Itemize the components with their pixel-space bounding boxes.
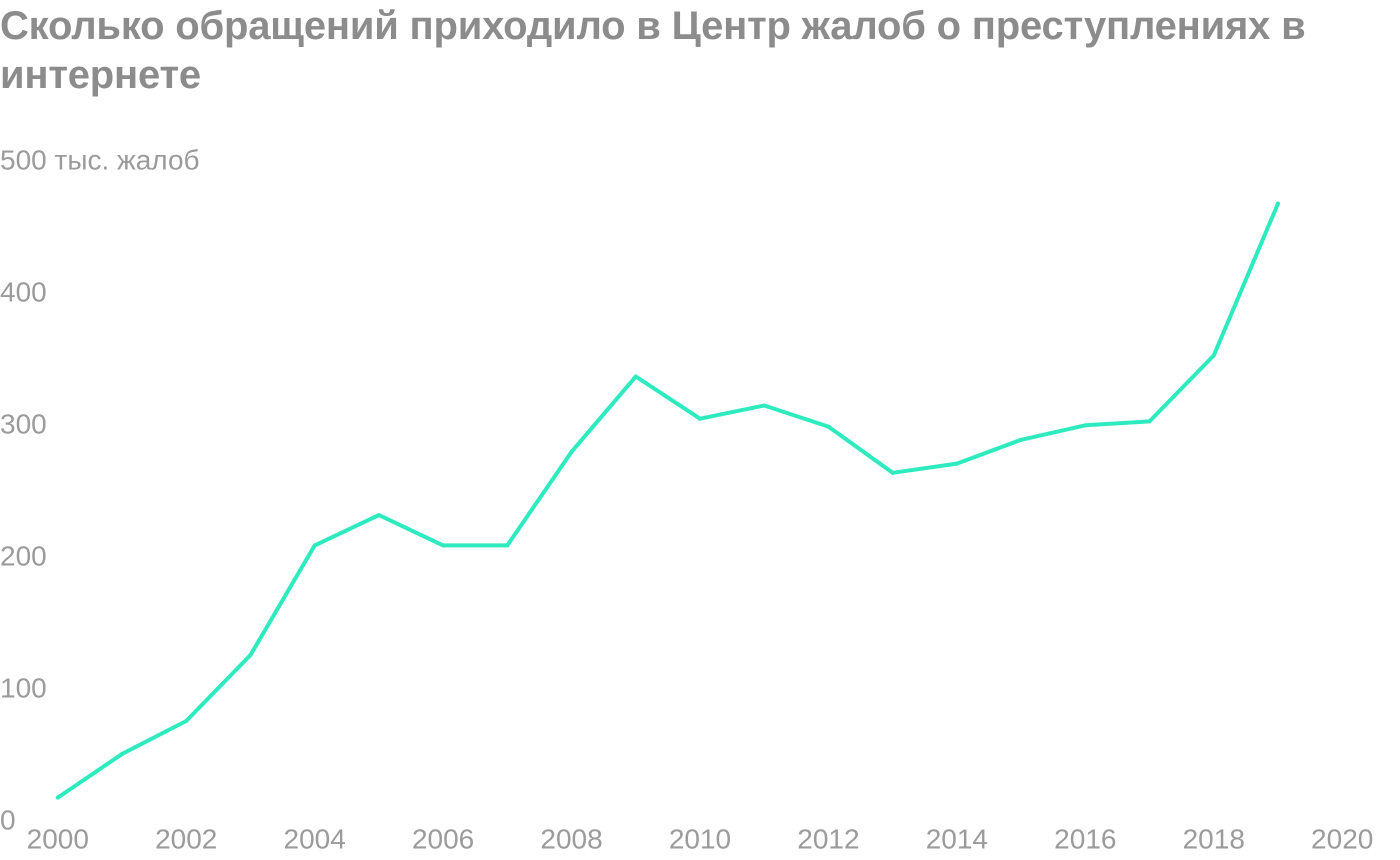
- chart-title: Сколько обращений приходило в Центр жало…: [0, 4, 1306, 97]
- x-tick-label: 2018: [1183, 824, 1245, 855]
- data-point: [376, 513, 381, 518]
- plot-series: [55, 201, 1280, 800]
- data-point: [312, 543, 317, 548]
- data-point: [1275, 201, 1280, 206]
- data-point: [1211, 353, 1216, 358]
- x-tick-label: 2002: [155, 824, 217, 855]
- x-tick-label: 2014: [926, 824, 988, 855]
- x-tick-label: 2016: [1054, 824, 1116, 855]
- data-point: [120, 752, 125, 756]
- x-tick-label: 2012: [797, 824, 859, 855]
- x-tick-label: 2008: [540, 824, 602, 855]
- x-tick-label: 2020: [1311, 824, 1373, 855]
- y-tick-label: 300: [0, 409, 47, 440]
- data-point: [1019, 437, 1024, 442]
- y-axis-labels: 0 100 200 300 400 500 тыс. жалоб: [0, 145, 200, 836]
- x-tick-label: 2000: [27, 824, 89, 855]
- data-point: [954, 461, 959, 466]
- data-point: [762, 403, 767, 408]
- y-tick-label: 100: [0, 673, 47, 704]
- data-point: [1083, 423, 1088, 428]
- x-axis-labels: 2000 2002 2004 2006 2008 2010 2012 2014 2016 2018…: [27, 824, 1374, 855]
- y-tick-label: 500 тыс. жалоб: [0, 145, 200, 176]
- y-tick-label: 0: [0, 805, 16, 836]
- data-point: [184, 719, 189, 723]
- series-line: [55, 201, 1280, 800]
- data-point: [248, 653, 253, 657]
- data-point: [633, 374, 638, 379]
- data-point: [505, 543, 510, 548]
- data-point: [890, 470, 895, 475]
- data-point: [441, 543, 446, 548]
- data-point: [569, 449, 574, 454]
- data-point: [698, 416, 702, 421]
- data-point: [826, 424, 831, 429]
- x-tick-label: 2006: [412, 824, 474, 855]
- y-tick-label: 200: [0, 541, 47, 572]
- y-tick-label: 400: [0, 277, 47, 308]
- data-point: [55, 795, 60, 800]
- x-tick-label: 2004: [284, 824, 346, 855]
- x-tick-label: 2010: [669, 824, 731, 855]
- data-point: [1147, 419, 1152, 424]
